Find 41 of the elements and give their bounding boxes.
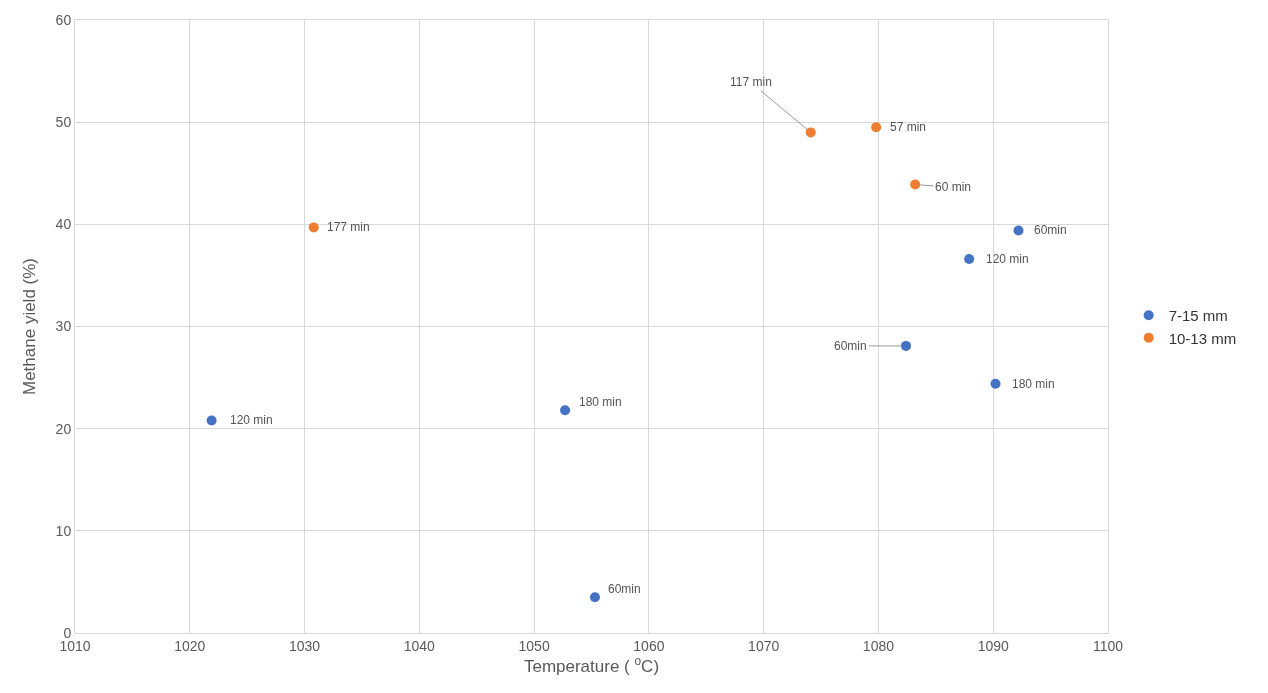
point xyxy=(871,122,882,133)
legend-label: 7-15 mm xyxy=(1168,307,1228,325)
x-axis-title: Temperature ( $^{o}$C) xyxy=(523,653,660,676)
y-tick-label: 40 xyxy=(55,216,72,233)
annotation: 120 min xyxy=(986,252,1029,266)
point xyxy=(560,405,571,416)
y-tick-label: 60 xyxy=(55,11,72,28)
annotation: 57 min xyxy=(890,120,927,134)
annotation: 120 min xyxy=(230,413,273,427)
point xyxy=(910,179,921,190)
x-tick-label: 1040 xyxy=(403,637,436,654)
annotation: 177 min xyxy=(327,220,370,234)
x-tick-label: 1080 xyxy=(862,637,895,654)
annotation: 60 min xyxy=(935,180,972,194)
point xyxy=(308,222,319,233)
x-tick-label: 1030 xyxy=(288,637,321,654)
y-tick-label: 30 xyxy=(55,318,72,335)
point xyxy=(206,415,217,426)
point xyxy=(1013,225,1024,236)
y-tick-label: 20 xyxy=(55,420,72,437)
point xyxy=(990,378,1001,389)
x-tick-label: 1020 xyxy=(174,637,206,654)
x-tick-label: 1100 xyxy=(1092,637,1124,654)
annotation: 60min xyxy=(1034,223,1067,237)
x-tick-label: 1050 xyxy=(518,637,550,654)
annotation: 180 min xyxy=(579,395,622,409)
annotation: 60min xyxy=(834,339,867,353)
y-tick-label: 50 xyxy=(55,114,72,131)
point xyxy=(805,127,816,138)
point xyxy=(900,340,911,351)
x-tick-label: 1090 xyxy=(977,637,1009,654)
legend-label: 10-13 mm xyxy=(1168,329,1237,347)
y-axis-title: Methane yield (%) xyxy=(20,257,40,396)
annotation: 180 min xyxy=(1012,377,1055,391)
y-tick-label: 10 xyxy=(55,522,72,539)
annotation: 117 min xyxy=(730,75,772,89)
point xyxy=(589,592,600,603)
point xyxy=(964,254,975,265)
x-tick-label: 1070 xyxy=(748,637,780,654)
x-tick-label: 1060 xyxy=(633,637,665,654)
annotation: 60min xyxy=(608,582,641,596)
